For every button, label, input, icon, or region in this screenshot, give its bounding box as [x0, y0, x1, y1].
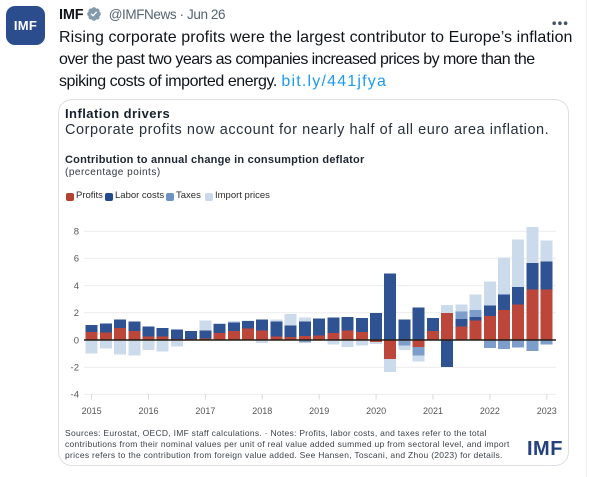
svg-text:2018: 2018 [252, 406, 272, 416]
svg-text:2016: 2016 [138, 406, 158, 416]
svg-text:2020: 2020 [366, 406, 386, 416]
svg-text:2023: 2023 [537, 406, 557, 416]
svg-text:8: 8 [74, 227, 79, 238]
svg-text:2019: 2019 [309, 406, 329, 416]
svg-text:-4: -4 [71, 390, 79, 401]
svg-text:-2: -2 [71, 363, 79, 374]
svg-text:2: 2 [74, 308, 79, 319]
svg-text:4: 4 [74, 281, 79, 292]
svg-text:0: 0 [74, 335, 79, 346]
svg-text:2022: 2022 [480, 406, 500, 416]
svg-text:2015: 2015 [82, 406, 102, 416]
svg-text:6: 6 [74, 254, 79, 265]
svg-text:2021: 2021 [423, 406, 443, 416]
svg-text:2017: 2017 [195, 406, 215, 416]
